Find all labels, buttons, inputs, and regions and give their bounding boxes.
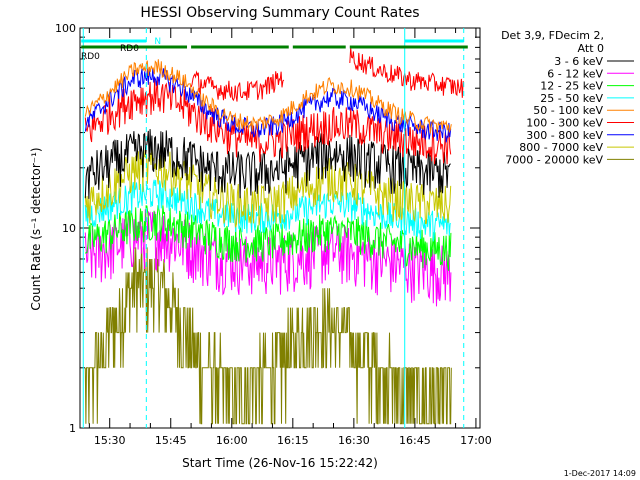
legend-label: 100 - 300 keV <box>526 117 603 130</box>
legend-label: 12 - 25 keV <box>540 80 603 93</box>
plot-area: 1 10 100 15:30 15:45 16:00 16:15 16:30 16:45 17:0… <box>55 22 492 447</box>
y-tick-label: 10 <box>62 222 76 235</box>
x-tick-label: 16:30 <box>338 434 370 447</box>
high-rate-segment-1 <box>190 70 285 102</box>
y-tick-label: 100 <box>55 22 76 35</box>
x-tick-label: 16:45 <box>399 434 431 447</box>
series-line-12-25-kev <box>84 205 452 271</box>
x-tick-label: 16:15 <box>277 434 309 447</box>
annotation-rd0: RD0 <box>81 52 100 62</box>
annotation-n: N <box>154 37 161 47</box>
series-line-7000-20000-kev <box>84 247 452 425</box>
high-rate-segment-2 <box>349 47 464 98</box>
legend-header-line-2: Att 0 <box>578 42 604 55</box>
series-line-100-300-kev <box>84 77 452 165</box>
legend-label: 800 - 7000 keV <box>519 141 603 154</box>
legend-header-line-1: Det 3,9, FDecim 2, <box>501 29 604 42</box>
annotation-rd0: RD0 <box>120 44 139 54</box>
legend-label: 7000 - 20000 keV <box>505 153 603 166</box>
x-tick-label: 15:30 <box>94 434 126 447</box>
legend-label: 50 - 100 keV <box>533 104 603 117</box>
x-tick-label: 16:00 <box>216 434 248 447</box>
footer-date: 1-Dec-2017 14:09 <box>564 469 636 478</box>
legend-label: 6 - 12 keV <box>547 67 603 80</box>
x-tick-label: 17:00 <box>460 434 492 447</box>
legend-label: 3 - 6 keV <box>554 55 603 68</box>
x-axis-label: Start Time (26-Nov-16 15:22:42) <box>182 456 378 470</box>
y-axis-label: Count Rate (s⁻¹ detector⁻¹) <box>29 147 43 310</box>
y-tick-label: 1 <box>69 422 76 435</box>
legend-label: 25 - 50 keV <box>540 92 603 105</box>
data-layer <box>84 47 464 425</box>
x-tick-label: 15:45 <box>155 434 187 447</box>
chart-title: HESSI Observing Summary Count Rates <box>140 5 419 21</box>
legend-label: 300 - 800 keV <box>526 129 603 142</box>
